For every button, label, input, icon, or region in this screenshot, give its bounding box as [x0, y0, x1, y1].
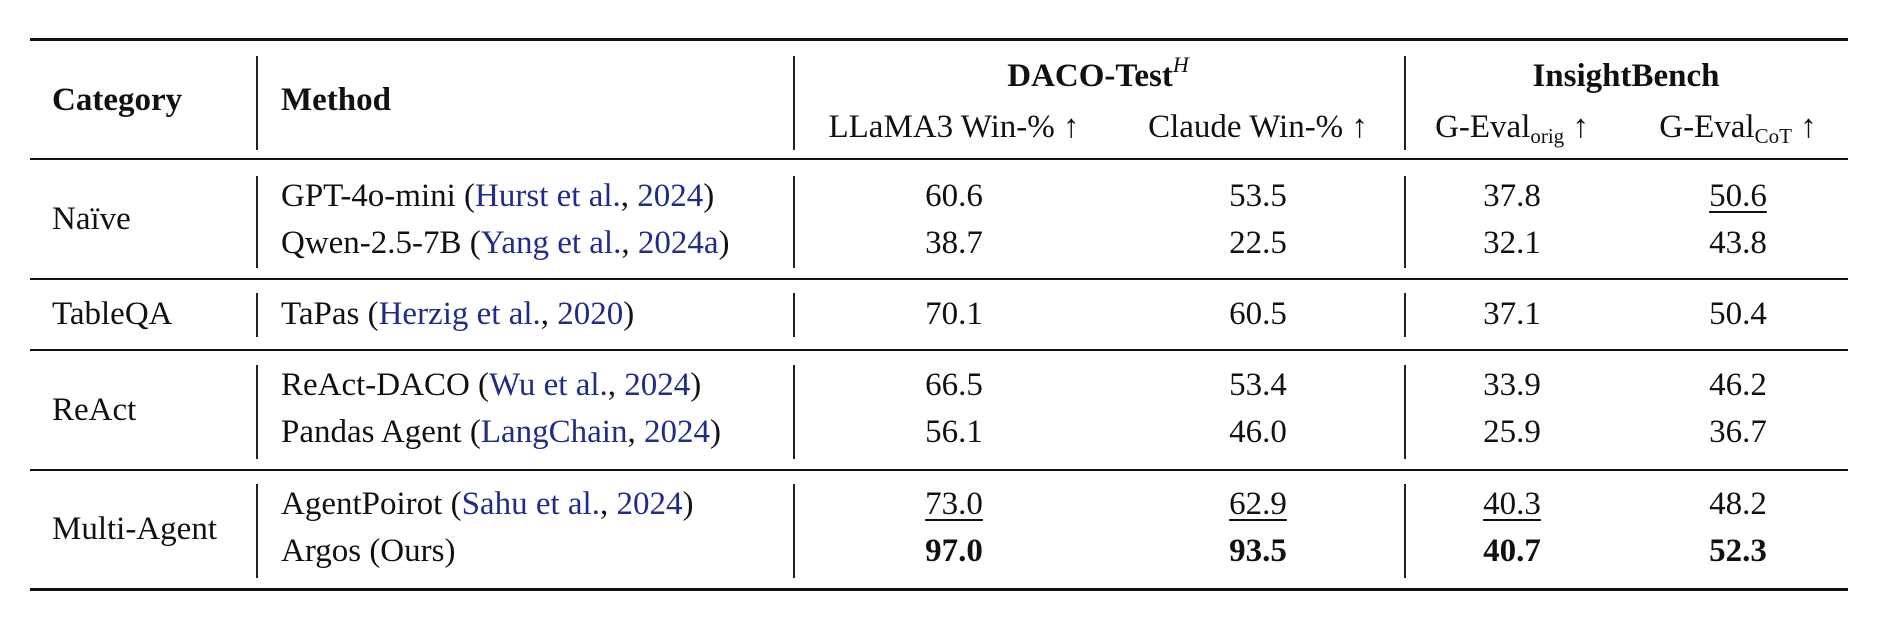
citation-author-link[interactable]: LangChain — [480, 414, 628, 450]
value-cell-v4: 50.4 — [1709, 296, 1767, 332]
value-cell-v3: 40.3 — [1483, 486, 1541, 522]
geval-orig-base: G-Eval — [1435, 109, 1531, 145]
method-cell: ReAct-DACO (Wu et al., 2024) — [281, 365, 701, 405]
method-name: Qwen-2.5-7B ( — [281, 225, 481, 261]
value-cell-v3: 37.1 — [1483, 296, 1541, 332]
value-cell-v2: 46.0 — [1229, 414, 1287, 450]
header-method: Method — [281, 82, 391, 118]
header-group-daco: DACO-TestH — [1007, 54, 1189, 96]
value-cell-v2: 22.5 — [1229, 225, 1287, 261]
value-cell-v4: 43.8 — [1709, 225, 1767, 261]
citation-year-link[interactable]: 2024 — [616, 486, 683, 522]
citation-year-link[interactable]: 2024 — [643, 414, 710, 450]
method-name: ReAct-DACO ( — [281, 367, 490, 403]
citation-year-link[interactable]: 2024 — [637, 178, 704, 214]
value-cell-v1: 97.0 — [925, 533, 983, 569]
value-cell-v4: 36.7 — [1709, 414, 1767, 450]
citation-close: ) — [623, 296, 635, 332]
category-react: ReAct — [52, 392, 137, 428]
citation-close: ) — [718, 225, 730, 261]
citation-close: ) — [703, 178, 715, 214]
value-cell-v1: 60.6 — [925, 178, 983, 214]
citation-year-link[interactable]: 2024a — [637, 225, 719, 261]
geval-orig-sub: orig — [1530, 124, 1565, 148]
geval-orig-arrow: ↑ — [1564, 109, 1589, 145]
top-rule — [30, 38, 1848, 41]
daco-title: DACO-Test — [1007, 58, 1173, 94]
method-cell: GPT-4o-mini (Hurst et al., 2024) — [281, 176, 714, 216]
method-name: Argos (Ours) — [281, 533, 456, 569]
citation-year-link[interactable]: 2024 — [624, 367, 691, 403]
value-cell-v2: 60.5 — [1229, 296, 1287, 332]
citation-separator: , — [599, 486, 617, 522]
method-name: Pandas Agent ( — [281, 414, 481, 450]
header-rule — [30, 158, 1848, 160]
group-rule-3 — [30, 469, 1848, 471]
group-rule-1 — [30, 278, 1848, 280]
header-llama3-win: LLaMA3 Win-% ↑ — [828, 109, 1080, 145]
method-cell: Pandas Agent (LangChain, 2024) — [281, 412, 721, 452]
citation-author-link[interactable]: Wu et al. — [489, 367, 608, 403]
category-tableqa: TableQA — [52, 296, 173, 332]
category-naive: Naïve — [52, 201, 131, 237]
value-cell-v1: 56.1 — [925, 414, 983, 450]
category-multi-agent: Multi-Agent — [52, 511, 217, 547]
value-cell-v4: 50.6 — [1709, 178, 1767, 214]
citation-year-link[interactable]: 2020 — [557, 296, 624, 332]
value-cell-v1: 70.1 — [925, 296, 983, 332]
header-geval-orig: G-Evalorig ↑ — [1435, 107, 1589, 147]
citation-author-link[interactable]: Herzig et al. — [378, 296, 541, 332]
citation-separator: , — [627, 414, 644, 450]
value-cell-v4: 48.2 — [1709, 486, 1767, 522]
method-cell: Argos (Ours) — [281, 531, 455, 571]
bottom-rule — [30, 588, 1848, 591]
citation-close: ) — [690, 367, 702, 403]
value-cell-v2: 62.9 — [1229, 486, 1287, 522]
citation-close: ) — [682, 486, 694, 522]
method-name: GPT-4o-mini ( — [281, 178, 476, 214]
value-cell-v1: 38.7 — [925, 225, 983, 261]
value-cell-v1: 73.0 — [925, 486, 983, 522]
geval-cot-sub: CoT — [1754, 124, 1792, 148]
citation-separator: , — [620, 178, 638, 214]
daco-superscript: H — [1172, 52, 1189, 77]
citation-separator: , — [621, 225, 638, 261]
header-group-insightbench: InsightBench — [1532, 58, 1720, 94]
citation-author-link[interactable]: Hurst et al. — [475, 178, 621, 214]
citation-author-link[interactable]: Yang et al. — [480, 225, 622, 261]
method-name: TaPas ( — [281, 296, 379, 332]
method-cell: Qwen-2.5-7B (Yang et al., 2024a) — [281, 223, 730, 263]
citation-author-link[interactable]: Sahu et al. — [461, 486, 600, 522]
value-cell-v3: 25.9 — [1483, 414, 1541, 450]
value-cell-v3: 33.9 — [1483, 367, 1541, 403]
citation-separator: , — [540, 296, 558, 332]
value-cell-v3: 32.1 — [1483, 225, 1541, 261]
geval-cot-arrow: ↑ — [1791, 109, 1817, 145]
citation-separator: , — [607, 367, 625, 403]
value-cell-v3: 40.7 — [1483, 533, 1541, 569]
value-cell-v2: 93.5 — [1229, 533, 1287, 569]
method-cell: TaPas (Herzig et al., 2020) — [281, 294, 634, 334]
value-cell-v2: 53.5 — [1229, 178, 1287, 214]
citation-close: ) — [709, 414, 721, 450]
value-cell-v1: 66.5 — [925, 367, 983, 403]
header-claude-win: Claude Win-% ↑ — [1148, 109, 1368, 145]
value-cell-v4: 46.2 — [1709, 367, 1767, 403]
header-geval-cot: G-EvalCoT ↑ — [1659, 107, 1816, 147]
value-cell-v3: 37.8 — [1483, 178, 1541, 214]
header-category: Category — [52, 82, 183, 118]
geval-cot-base: G-Eval — [1659, 109, 1755, 145]
method-name: AgentPoirot ( — [281, 486, 462, 522]
group-rule-2 — [30, 349, 1848, 351]
method-cell: AgentPoirot (Sahu et al., 2024) — [281, 484, 693, 524]
value-cell-v4: 52.3 — [1709, 533, 1767, 569]
value-cell-v2: 53.4 — [1229, 367, 1287, 403]
